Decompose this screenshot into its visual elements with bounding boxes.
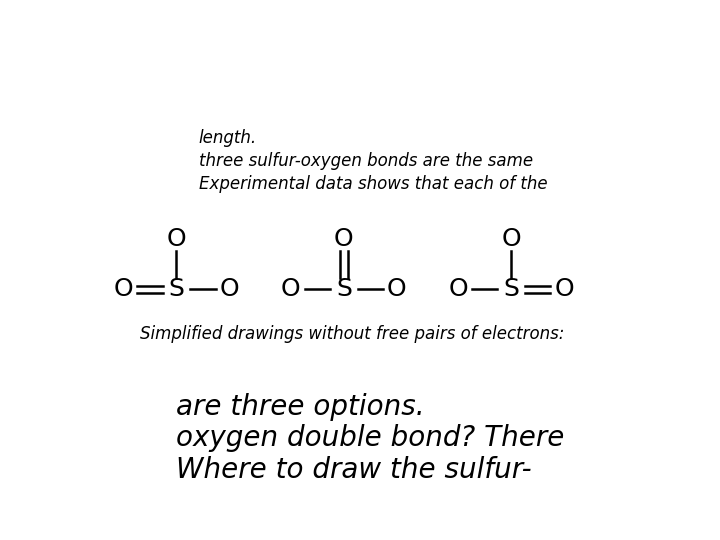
Text: oxygen double bond? There: oxygen double bond? There: [176, 424, 565, 453]
Text: O: O: [501, 227, 521, 252]
Text: S: S: [336, 278, 352, 301]
Text: O: O: [449, 278, 468, 301]
Text: O: O: [387, 278, 407, 301]
Text: Simplified drawings without free pairs of electrons:: Simplified drawings without free pairs o…: [140, 325, 564, 343]
Text: O: O: [281, 278, 301, 301]
Text: Where to draw the sulfur-: Where to draw the sulfur-: [176, 456, 532, 484]
Text: S: S: [168, 278, 184, 301]
Text: length.: length.: [199, 129, 257, 147]
Text: O: O: [220, 278, 239, 301]
Text: O: O: [334, 227, 354, 252]
Text: O: O: [554, 278, 574, 301]
Text: Experimental data shows that each of the: Experimental data shows that each of the: [199, 175, 547, 193]
Text: O: O: [114, 278, 133, 301]
Text: are three options.: are three options.: [176, 393, 425, 421]
Text: S: S: [503, 278, 519, 301]
Text: O: O: [166, 227, 186, 252]
Text: three sulfur-oxygen bonds are the same: three sulfur-oxygen bonds are the same: [199, 152, 533, 170]
